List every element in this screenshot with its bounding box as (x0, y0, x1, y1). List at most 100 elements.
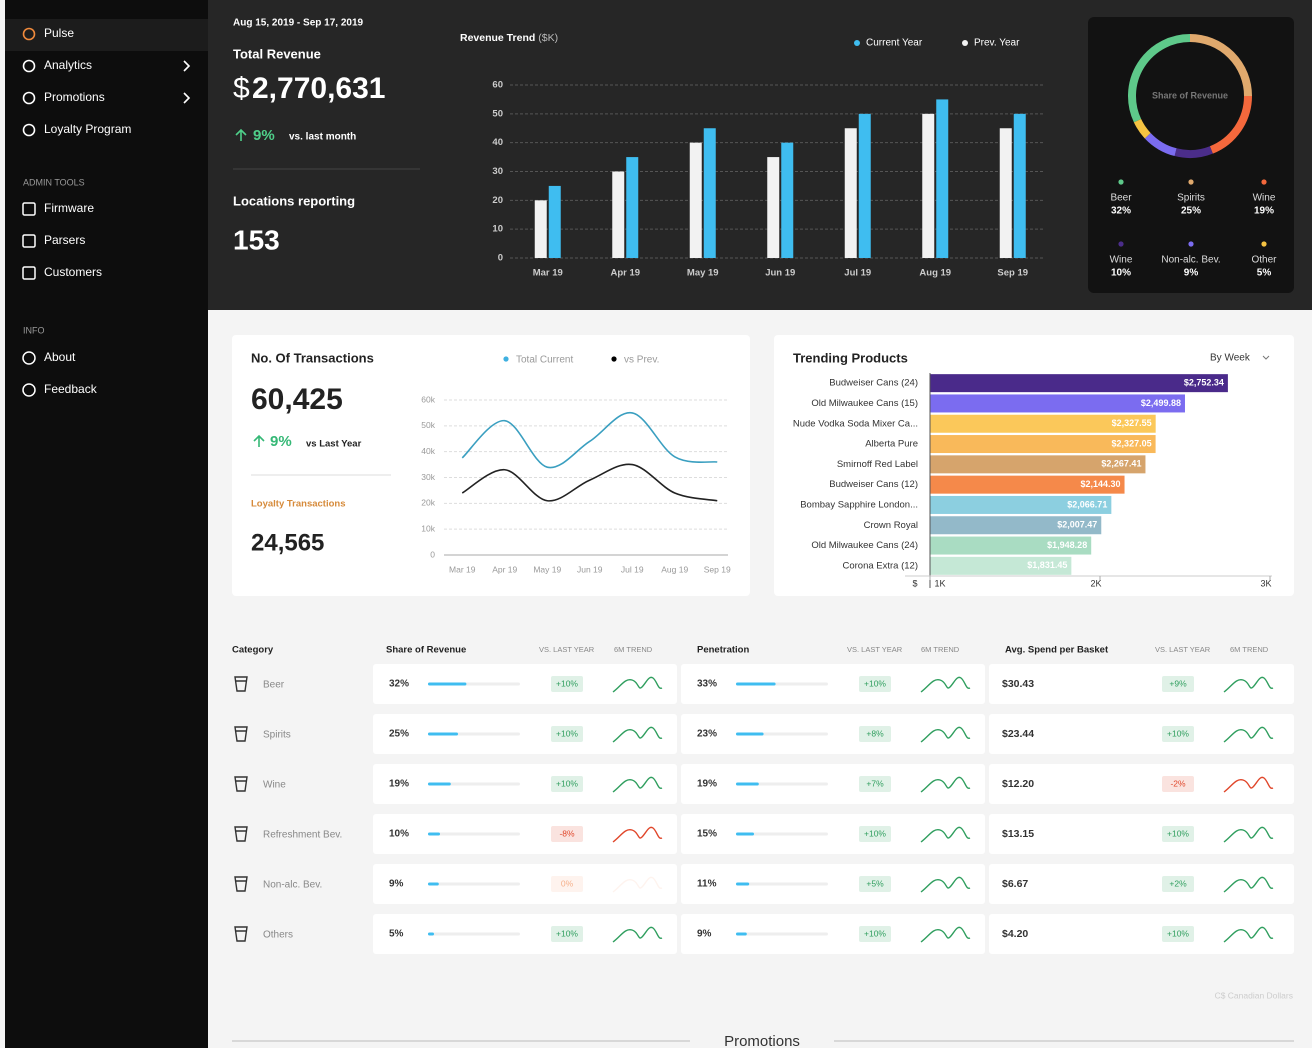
kpi-note: vs Last Year (306, 439, 362, 450)
category-icon (234, 776, 248, 792)
change-label: +10% (864, 678, 886, 688)
bar (689, 142, 702, 258)
column-header: 6M TREND (614, 645, 653, 654)
row-card (989, 914, 1294, 954)
nav-item[interactable]: About (22, 350, 76, 365)
chart-unit: ($K) (538, 32, 558, 44)
legend-dot (1118, 179, 1124, 185)
legend-dot (1261, 241, 1267, 247)
progress-track (736, 882, 828, 886)
dropdown[interactable]: By Week (1210, 353, 1270, 364)
sparkline (920, 726, 971, 743)
nav-active (5, 19, 208, 51)
bar (844, 128, 857, 258)
kpi-value: 2,770,631 (252, 72, 385, 105)
bar (930, 495, 1112, 514)
x-tick-label: Apr 19 (492, 564, 517, 574)
nav-label: Promotions (44, 90, 105, 104)
bar-value: $2,327.05 (1112, 438, 1152, 448)
row-card (681, 714, 985, 754)
sparkline (612, 926, 663, 943)
x-axis-label: $ (912, 578, 917, 588)
legend-dot (1261, 179, 1267, 185)
nav-item[interactable]: Pulse (22, 26, 75, 41)
donut-segment (1128, 34, 1191, 123)
transactions-card (232, 335, 750, 596)
bar (703, 128, 716, 258)
cell-value: 9% (697, 929, 712, 940)
nav-label: Loyalty Program (44, 122, 131, 136)
x-tick-label: Jul 19 (844, 268, 871, 279)
row-card (989, 814, 1294, 854)
legend-label: Beer (1110, 193, 1132, 204)
y-tick-label: 50 (492, 108, 503, 119)
bar-value: $2,752.34 (1184, 378, 1224, 388)
legend-dot (503, 356, 509, 362)
donut-title: Share of Revenue (1152, 90, 1228, 100)
nav-label: Customers (44, 265, 102, 279)
nav-item[interactable]: Firmware (22, 201, 94, 216)
x-tick-label: Jun 19 (765, 268, 795, 279)
column-header: VS. LAST YEAR (847, 645, 903, 654)
nav-label: About (44, 350, 76, 364)
y-tick-label: 10 (492, 224, 503, 235)
nav-item[interactable]: Promotions (22, 90, 191, 105)
nav-icon (22, 351, 36, 365)
bar-label: Bombay Sapphire London... (800, 499, 918, 510)
progress-bar (736, 782, 759, 786)
bar (930, 414, 1156, 433)
row-card (989, 664, 1294, 704)
nav-label: Parsers (44, 233, 85, 247)
progress-bar (736, 832, 754, 836)
y-tick-label: 60 (492, 80, 503, 91)
bar (781, 142, 794, 258)
nav-item[interactable]: Feedback (22, 382, 98, 397)
nav-item[interactable]: Customers (22, 265, 102, 280)
x-tick-label: 3K (1260, 578, 1271, 588)
progress-track (428, 832, 520, 836)
row-card (681, 664, 985, 704)
sparkline (612, 676, 663, 693)
progress-track (736, 832, 828, 836)
cell-value: 19% (389, 779, 409, 790)
legend-value: 32% (1111, 206, 1131, 217)
y-tick-label: 40k (421, 446, 435, 456)
donut-segment (1189, 34, 1252, 97)
progress-track (428, 782, 520, 786)
bar (999, 128, 1012, 258)
change-label: +10% (1167, 828, 1189, 838)
nav-item[interactable]: Parsers (22, 233, 85, 248)
progress-bar (736, 732, 764, 736)
dropdown-label: By Week (1210, 353, 1251, 364)
change-label: +5% (866, 878, 884, 888)
category-icon (234, 726, 248, 742)
x-tick-label: Sep 19 (704, 564, 731, 574)
change-badge (1162, 676, 1194, 692)
change-label: +10% (864, 928, 886, 938)
change-badge (859, 876, 891, 892)
row-card (989, 714, 1294, 754)
category-name: Non-alc. Bev. (263, 880, 322, 891)
change-badge (859, 726, 891, 742)
nav-icon (22, 123, 36, 137)
section-title: INFO (23, 325, 45, 335)
kpi-value: 153 (233, 224, 280, 255)
change-label: -2% (1170, 778, 1186, 788)
y-tick-label: 20k (421, 498, 435, 508)
y-tick-label: 30k (421, 472, 435, 482)
bar (612, 171, 625, 258)
category-name: Wine (263, 780, 286, 791)
bar (930, 556, 1072, 575)
bar-value: $2,327.55 (1112, 418, 1152, 428)
legend-value: 5% (1257, 268, 1272, 279)
change-label: +2% (1169, 878, 1187, 888)
change-badge (551, 826, 583, 842)
change-label: +10% (1167, 728, 1189, 738)
kpi-change: 9% (270, 433, 292, 450)
progress-bar (428, 882, 439, 886)
cell-value: 5% (389, 929, 404, 940)
legend-dot (854, 40, 860, 46)
nav-item[interactable]: Analytics (22, 58, 191, 73)
nav-item[interactable]: Loyalty Program (22, 122, 132, 137)
